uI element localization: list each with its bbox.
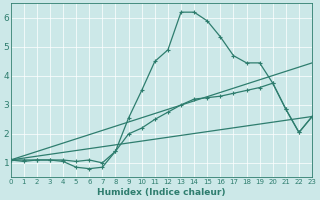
X-axis label: Humidex (Indice chaleur): Humidex (Indice chaleur) — [97, 188, 226, 197]
